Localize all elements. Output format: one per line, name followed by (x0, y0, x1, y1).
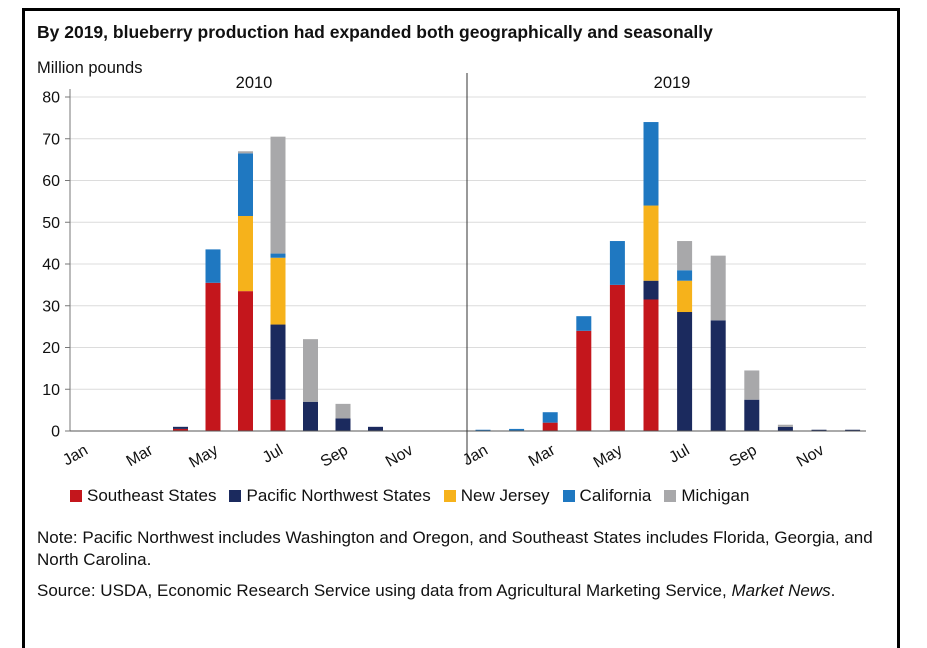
y-tick-label: 80 (42, 90, 60, 107)
bar-2019-jun-new-jersey (643, 205, 659, 281)
legend-item-pacific-northwest-states: Pacific Northwest States (229, 486, 431, 506)
bar-2019-sep-pacific-northwest-states (744, 399, 760, 431)
bar-2019-jul-michigan (677, 241, 693, 271)
bar-2019-sep-michigan (744, 370, 760, 400)
x-tick-label-2010-jul: Jul (260, 442, 286, 467)
bar-2019-mar-california (542, 412, 558, 423)
bar-2010-oct-pacific-northwest-states (368, 426, 383, 431)
bar-2010-jul-pacific-northwest-states (270, 324, 286, 400)
x-tick-label-2019-mar: Mar (526, 441, 559, 470)
bar-2019-aug-pacific-northwest-states (710, 320, 726, 431)
source-text: Source: USDA, Economic Research Service … (37, 580, 887, 602)
panel-title-2010: 2010 (236, 74, 273, 92)
bar-2019-jul-california (677, 270, 693, 281)
bar-2010-jun-new-jersey (238, 215, 253, 292)
y-tick-label: 0 (51, 424, 60, 441)
x-tick-label-2019-nov: Nov (794, 442, 827, 471)
source-prefix: Source: USDA, Economic Research Service … (37, 581, 727, 600)
x-tick-label-2019-sep: Sep (727, 442, 760, 471)
bar-2019-dec-pacific-northwest-states (845, 429, 861, 431)
bar-2010-jul-michigan (270, 136, 286, 254)
legend-item-michigan: Michigan (664, 486, 749, 506)
y-tick-label: 40 (42, 257, 60, 274)
x-tick-label-2019-jul: Jul (666, 442, 692, 467)
note-text: Note: Pacific Northwest includes Washing… (37, 528, 873, 569)
bar-2019-jan-california (475, 429, 491, 431)
legend-label: New Jersey (460, 486, 550, 505)
bar-2010-may-california (205, 249, 221, 283)
legend-label: Southeast States (87, 486, 217, 505)
y-tick-label: 10 (42, 382, 60, 399)
legend-label: Pacific Northwest States (246, 486, 431, 505)
y-tick-label: 60 (42, 173, 60, 190)
legend-swatch (70, 490, 82, 502)
bar-2010-apr-pacific-northwest-states (173, 426, 188, 429)
bar-2019-jun-southeast-states (643, 299, 659, 431)
bar-2010-sep-pacific-northwest-states (335, 418, 351, 431)
bar-2010-may-southeast-states (205, 282, 221, 431)
bar-2019-jul-pacific-northwest-states (677, 312, 693, 431)
bar-2019-jun-california (643, 122, 659, 206)
legend-swatch (443, 490, 456, 502)
bar-2010-jun-california (238, 153, 253, 216)
chart-title: By 2019, blueberry production had expand… (37, 22, 713, 42)
bar-2019-apr-southeast-states (576, 330, 592, 431)
source-publication: Market News (731, 581, 831, 600)
x-tick-label-2010-nov: Nov (383, 442, 416, 471)
legend-item-california: California (562, 486, 652, 506)
x-tick-label-2010-jan: Jan (60, 442, 91, 470)
x-tick-label-2010-may: May (186, 442, 221, 472)
y-axis-label: Million pounds (37, 59, 142, 77)
bar-2010-aug-michigan (303, 339, 318, 402)
y-tick-label: 20 (42, 340, 60, 357)
bar-2010-apr-southeast-states (173, 428, 188, 431)
bar-2019-mar-southeast-states (542, 422, 558, 431)
legend-label: California (579, 486, 652, 505)
bar-2010-aug-pacific-northwest-states (303, 401, 318, 431)
bar-2010-sep-michigan (335, 403, 351, 419)
y-tick-label: 50 (42, 215, 60, 232)
bar-2010-jul-california (270, 253, 286, 258)
source-suffix: . (830, 581, 836, 600)
x-tick-label-2010-sep: Sep (318, 442, 351, 471)
bar-2010-jul-southeast-states (270, 399, 286, 431)
x-tick-label-2019-jan: Jan (460, 442, 491, 470)
y-tick-label: 30 (42, 298, 60, 315)
legend-item-new-jersey: New Jersey (443, 486, 550, 506)
bar-2019-nov-pacific-northwest-states (811, 429, 827, 431)
bar-2019-aug-michigan (710, 255, 726, 321)
chart-plot: Million pounds 0 10 20 30 40 50 60 70 80 2010 Jan M… (37, 59, 866, 472)
bar-2010-jun-michigan (238, 151, 253, 154)
legend-swatch (664, 490, 677, 502)
y-tick-label: 70 (42, 131, 60, 148)
bar-2019-oct-michigan (777, 424, 793, 427)
chart-frame (22, 8, 900, 648)
bar-2019-feb-california (509, 428, 525, 431)
x-tick-label-2010-mar: Mar (124, 441, 157, 470)
legend-swatch (229, 490, 242, 502)
bar-2019-oct-pacific-northwest-states (777, 426, 793, 431)
bar-2019-apr-california (576, 316, 592, 331)
x-tick-label-2019-may: May (591, 442, 626, 472)
bar-2010-jun-southeast-states (238, 291, 253, 431)
legend-item-southeast-states: Southeast States (70, 486, 216, 506)
bar-2019-jul-new-jersey (677, 280, 693, 313)
panel-title-2019: 2019 (654, 74, 691, 92)
bar-2019-may-california (609, 241, 625, 285)
legend-label: Michigan (681, 486, 750, 505)
bar-2019-may-southeast-states (609, 284, 625, 431)
bar-2010-jul-new-jersey (270, 257, 286, 325)
bar-2019-jun-pacific-northwest-states (643, 280, 659, 300)
legend: Southeast States Pacific Northwest States… (70, 486, 762, 506)
legend-swatch (562, 490, 575, 502)
